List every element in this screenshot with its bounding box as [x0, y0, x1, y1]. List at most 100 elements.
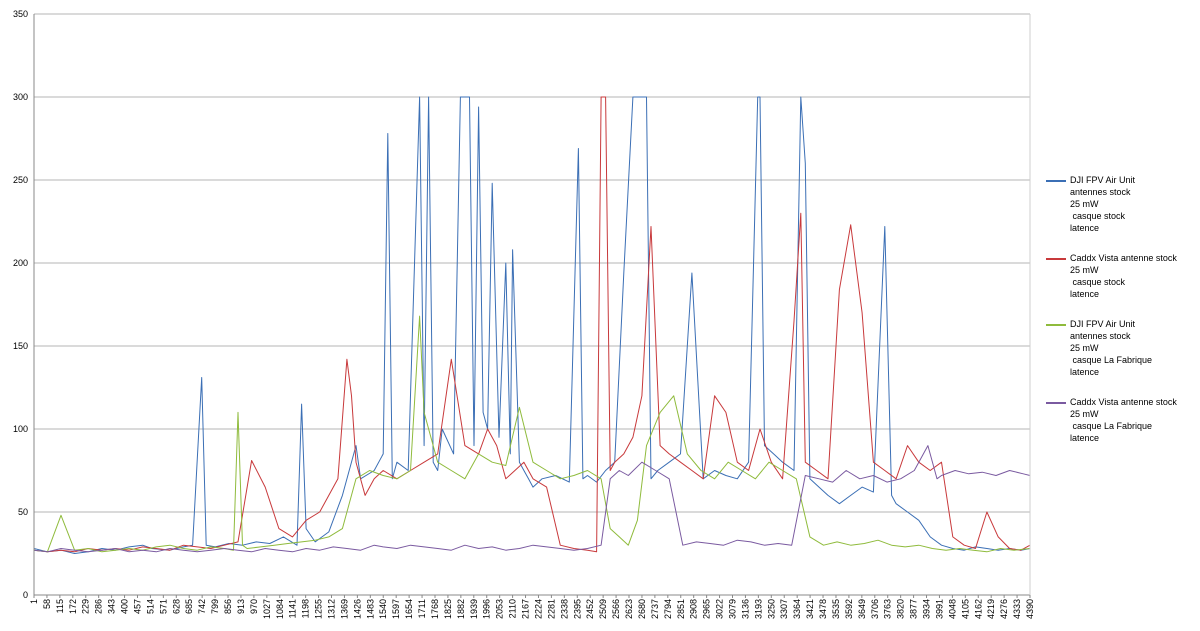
x-tick-label: 2338: [559, 599, 569, 619]
x-tick-label: 172: [68, 599, 78, 614]
x-tick-label: 799: [210, 599, 220, 614]
x-tick-label: 1483: [365, 599, 375, 619]
x-tick-label: 3022: [715, 599, 725, 619]
x-tick-label: 1825: [443, 599, 453, 619]
x-tick-label: 1996: [482, 599, 492, 619]
series-line-1: [33, 96, 1031, 554]
x-tick-label: 571: [158, 599, 168, 614]
legend-label: Caddx Vista antenne stock 25 mW casque s…: [1070, 253, 1177, 299]
x-tick-label: 343: [107, 599, 117, 614]
x-tick-label: 1369: [339, 599, 349, 619]
x-tick-label: 2281: [546, 599, 556, 619]
x-tick-label: 3763: [883, 599, 893, 619]
x-tick-label: 1882: [456, 599, 466, 619]
legend-swatch: [1046, 402, 1066, 404]
x-tick-label: 1711: [417, 599, 427, 618]
x-tick-label: 685: [184, 599, 194, 614]
series-layer: [33, 96, 1031, 554]
x-tick-label: 4390: [1025, 599, 1035, 619]
grid-layer: [34, 13, 1030, 596]
y-tick-label: 350: [13, 9, 28, 19]
x-tick-label: 2908: [689, 599, 699, 619]
y-tick-label: 100: [13, 424, 28, 434]
legend-swatch: [1046, 180, 1066, 182]
x-tick-label: 970: [249, 599, 259, 614]
y-tick-label: 300: [13, 92, 28, 102]
x-tick-label: 2737: [650, 599, 660, 619]
x-tick-label: 115: [55, 599, 65, 613]
x-tick-label: 229: [81, 599, 91, 614]
x-tick-label: 3079: [727, 599, 737, 619]
legend-label: Caddx Vista antenne stock 25 mW casque L…: [1070, 397, 1177, 443]
x-tick-label: 2167: [521, 599, 531, 619]
legend-entry-2: Caddx Vista antenne stock 25 mW casque s…: [1046, 252, 1196, 300]
x-tick-label: 1198: [301, 599, 311, 618]
x-tick-label: 3934: [922, 599, 932, 619]
x-tick-label: 1312: [327, 599, 337, 619]
x-tick-label: 2566: [611, 599, 621, 619]
x-tick-label: 4162: [973, 599, 983, 619]
y-tick-label: 50: [18, 507, 28, 517]
x-tick-label: 1084: [275, 599, 285, 619]
x-tick-label: 3706: [870, 599, 880, 619]
x-tick-label: 1768: [430, 599, 440, 619]
x-tick-label: 1654: [404, 599, 414, 619]
x-tick-label: 856: [223, 599, 233, 614]
y-tick-label: 150: [13, 341, 28, 351]
legend-swatch: [1046, 324, 1066, 326]
x-tick-label: 913: [236, 599, 246, 614]
x-tick-label: 3136: [740, 599, 750, 619]
x-tick-label: 3364: [792, 599, 802, 619]
x-tick-label: 457: [132, 599, 142, 614]
y-tick-label: 200: [13, 258, 28, 268]
x-tick-label: 628: [171, 599, 181, 614]
x-tick-label: 3421: [805, 599, 815, 619]
x-tick-label: 3478: [818, 599, 828, 619]
x-tick-label: 4219: [986, 599, 996, 619]
legend-swatch: [1046, 258, 1066, 260]
x-tick-label: 3820: [896, 599, 906, 619]
x-tick-label: 2395: [572, 599, 582, 619]
x-tick-label: 2224: [533, 599, 543, 619]
series-line-2: [33, 96, 1031, 553]
x-tick-label: 514: [145, 599, 155, 614]
x-tick-label: 1141: [288, 599, 298, 618]
x-tick-label: 1939: [469, 599, 479, 619]
x-tick-label: 3307: [779, 599, 789, 619]
x-tick-label: 2794: [663, 599, 673, 619]
legend-entry-3: DJI FPV Air Unit antennes stock 25 mW ca…: [1046, 318, 1196, 378]
legend-entry-4: Caddx Vista antenne stock 25 mW casque L…: [1046, 396, 1196, 444]
legend: DJI FPV Air Unit antennes stock 25 mW ca…: [1046, 174, 1196, 462]
y-tick-label: 0: [23, 590, 28, 600]
x-tick-label: 2053: [495, 599, 505, 619]
x-tick-label: 2509: [598, 599, 608, 619]
x-tick-label: 3991: [934, 599, 944, 619]
x-tick-label: 1597: [391, 599, 401, 619]
x-tick-label: 3877: [909, 599, 919, 619]
x-tick-label: 2623: [624, 599, 634, 619]
x-tick-label: 400: [120, 599, 130, 614]
series-line-3: [33, 315, 1031, 553]
y-tick-label: 250: [13, 175, 28, 185]
x-tick-label: 1426: [352, 599, 362, 619]
x-tick-label: 4105: [960, 599, 970, 619]
x-tick-label: 4333: [1012, 599, 1022, 619]
x-tick-label: 1255: [314, 599, 324, 619]
x-tick-label: 3193: [753, 599, 763, 619]
x-tick-label: 2452: [585, 599, 595, 619]
x-tick-label: 1027: [262, 599, 272, 619]
x-tick-label: 2851: [676, 599, 686, 619]
x-tick-label: 4048: [947, 599, 957, 619]
x-tick-label: 3592: [844, 599, 854, 619]
x-tick-label: 2965: [702, 599, 712, 619]
x-tick-label: 2680: [637, 599, 647, 619]
legend-entry-1: DJI FPV Air Unit antennes stock 25 mW ca…: [1046, 174, 1196, 234]
x-tick-label: 1: [29, 599, 39, 604]
series-line-4: [33, 445, 1031, 553]
x-tick-label: 3250: [766, 599, 776, 619]
x-tick-label: 58: [42, 599, 52, 609]
x-tick-label: 1540: [378, 599, 388, 619]
